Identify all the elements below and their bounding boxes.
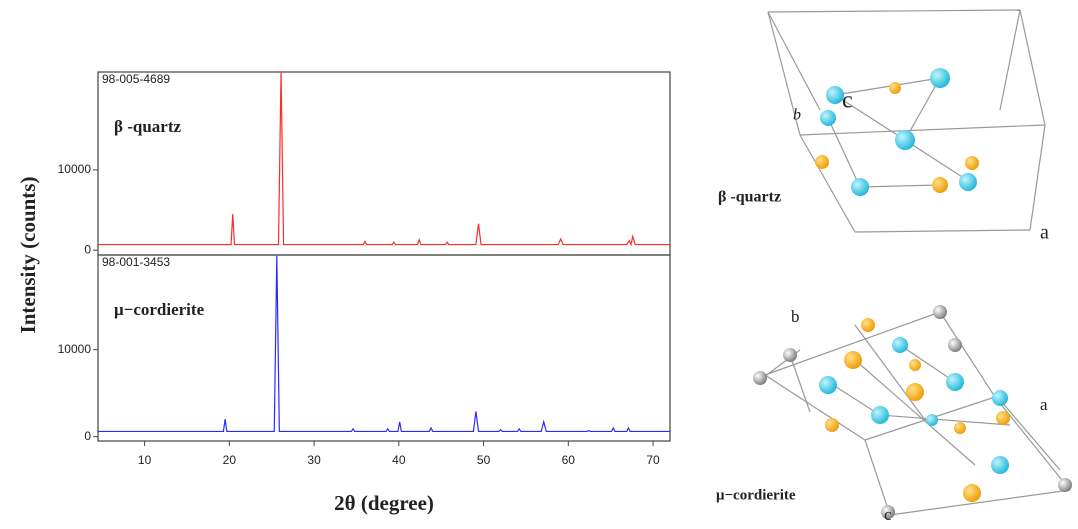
y-tick-label: 0 [84,242,91,256]
axis-letter: c [884,505,892,524]
x-axis-label: 2θ (degree) [334,491,434,515]
cordierite-structure [753,305,1072,519]
axis-letter: b [793,107,801,124]
structure-label: μ−cordierite [716,487,796,503]
x-tick-label: 30 [307,453,321,467]
phase-label: β -quartz [114,117,181,136]
y-tick-label: 0 [84,429,91,443]
axis-letter: c [842,88,853,114]
structure-label: β -quartz [718,189,781,206]
y-tick-label: 10000 [58,162,92,176]
axis-letter: b [791,307,800,326]
x-tick-label: 70 [646,453,660,467]
x-tick-label: 10 [138,453,152,467]
plot-frame [98,255,670,441]
phase-label: μ−cordierite [114,300,205,319]
axis-letter: a [1040,222,1049,244]
y-axis-label: Intensity (counts) [16,177,40,334]
axis-letter: a [1040,395,1048,414]
reference-code: 98-005-4689 [102,72,170,86]
x-tick-label: 20 [223,453,237,467]
plot-frame [98,72,670,255]
y-tick-label: 10000 [58,342,92,356]
x-tick-label: 50 [477,453,491,467]
xrd-line [98,72,670,245]
quartz-structure [768,10,1045,232]
x-tick-label: 60 [562,453,576,467]
x-tick-label: 40 [392,453,406,467]
reference-code: 98-001-3453 [102,255,170,269]
figure: Intensity (counts) 2θ (degree) a b c β -… [0,0,1078,529]
xrd-line [98,256,670,432]
